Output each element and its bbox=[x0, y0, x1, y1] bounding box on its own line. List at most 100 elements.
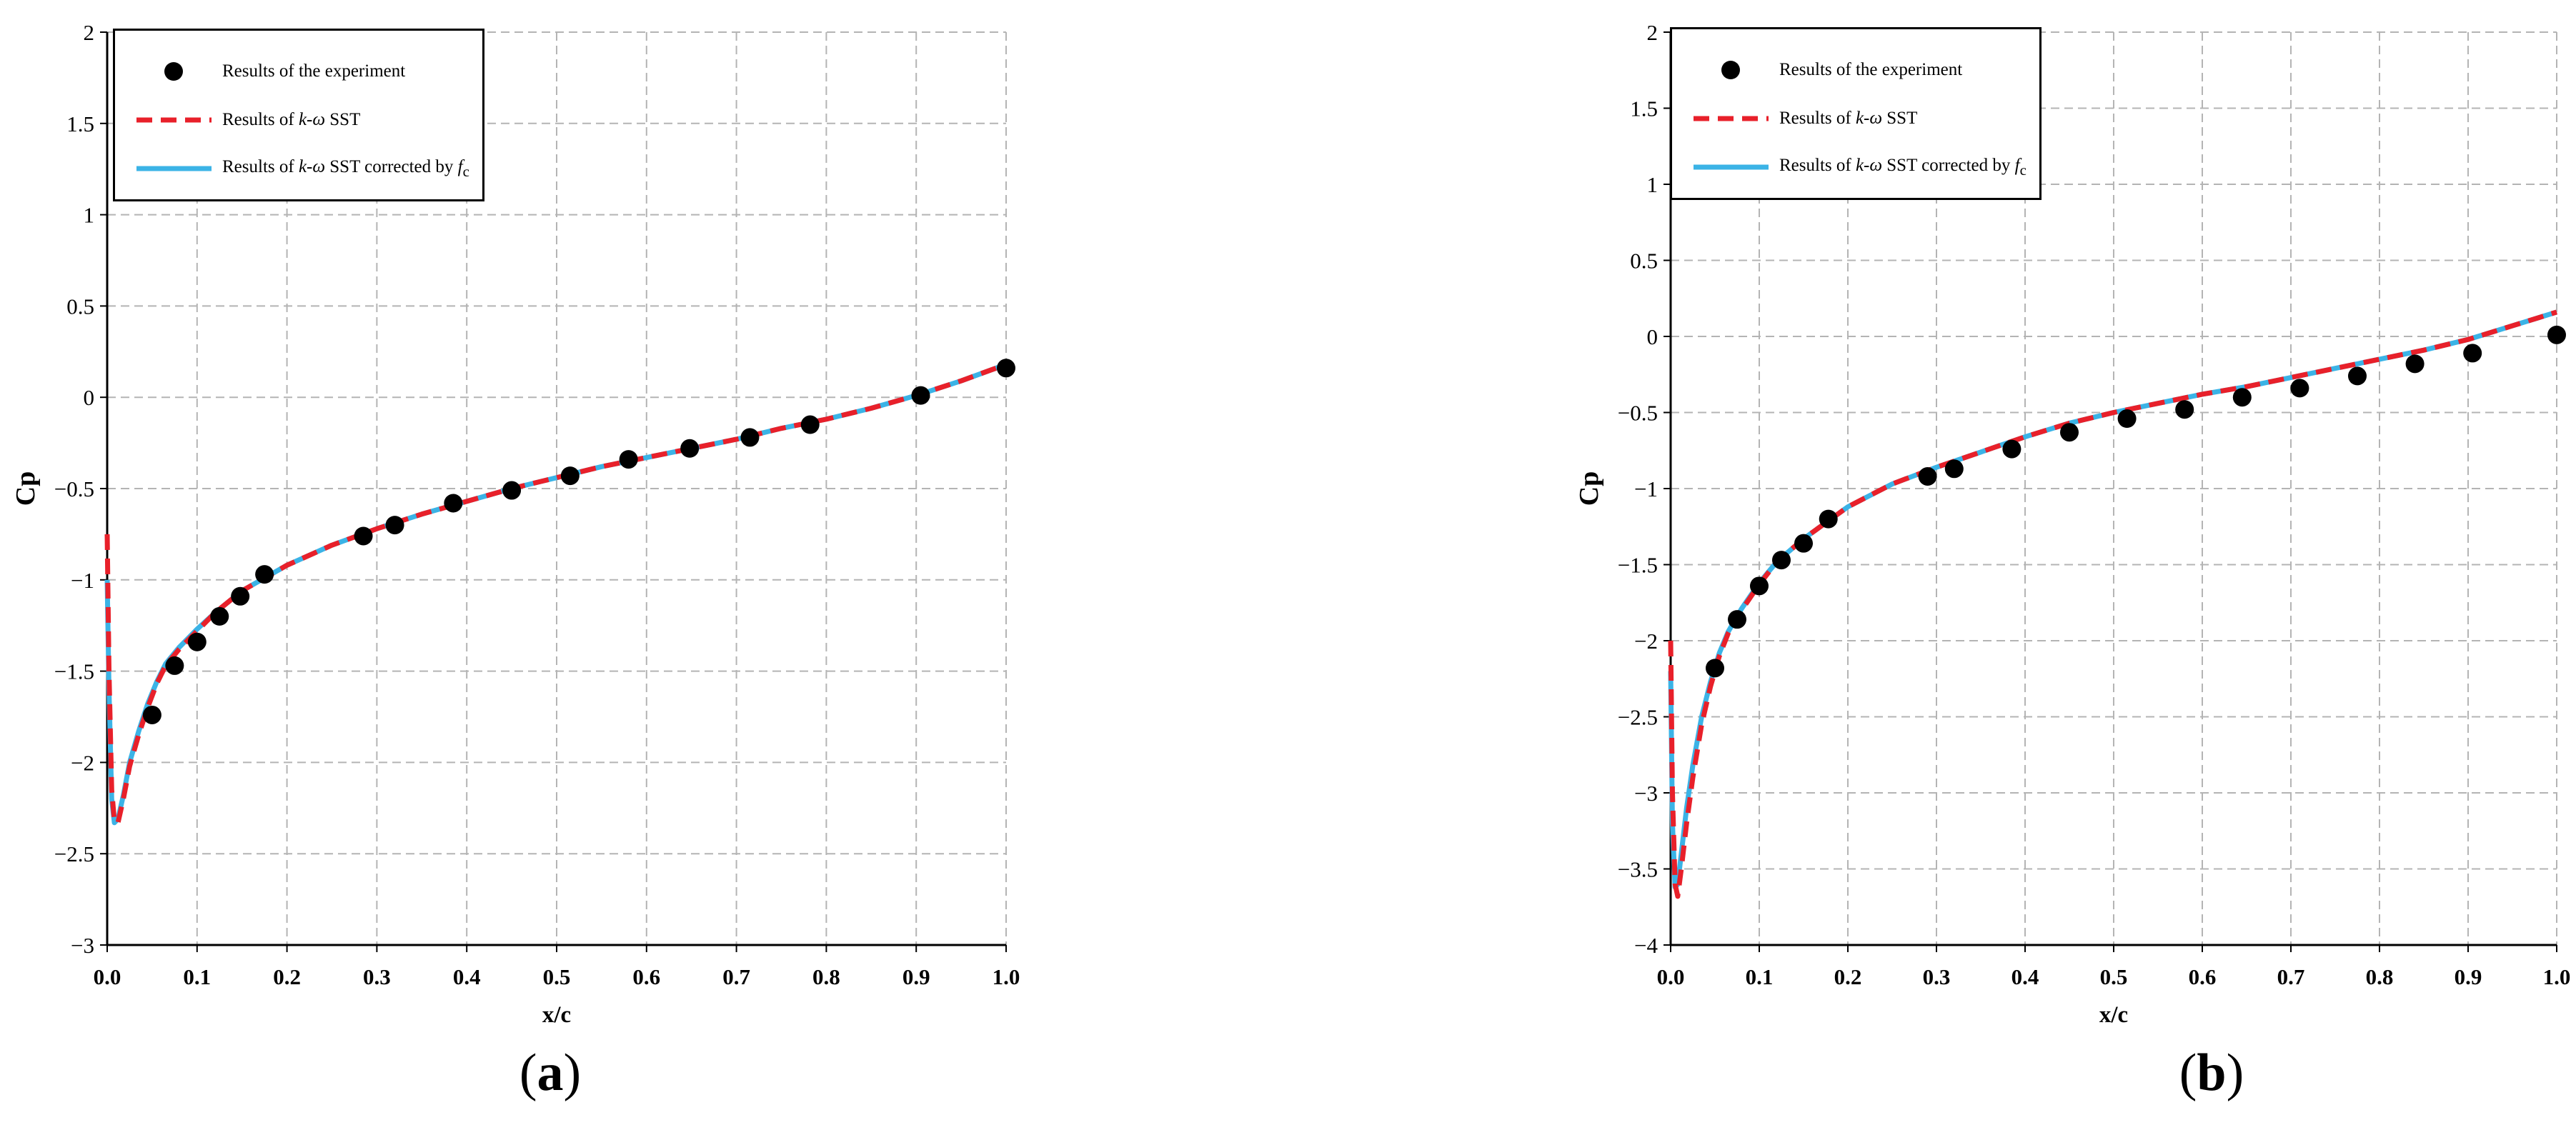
legend-experiment-label: Results of the experiment bbox=[1779, 60, 1963, 79]
legend-row-kw-sst: Results of k-ω SST bbox=[115, 95, 360, 145]
y-tick-label: 2 bbox=[1647, 20, 1659, 45]
x-tick-label: 0.4 bbox=[453, 964, 481, 989]
chart-panel-b: 0.0 0.1 0.2 0.3 0.4 0.5 0.6 0.7 0.8 0.9 1.0 −4 −3.5 −… bbox=[1554, 0, 2576, 1125]
experiment-point bbox=[2060, 423, 2079, 442]
y-tick-label: −1 bbox=[1634, 476, 1658, 501]
caption-b: (b) bbox=[2179, 1044, 2244, 1102]
experiment-point bbox=[1772, 551, 1791, 570]
experiment-point bbox=[1944, 459, 1964, 479]
experiment-point bbox=[2175, 400, 2194, 419]
legend-kw-sst-corrected-label: Results of k-ω SST corrected by fc bbox=[222, 156, 469, 180]
x-tick-label: 1.0 bbox=[993, 964, 1020, 989]
series-line-kw-sst bbox=[104, 361, 1008, 826]
legend-experiment-marker bbox=[1672, 45, 1779, 95]
experiment-point bbox=[2405, 354, 2425, 374]
legend-b: Results of the experiment Results of k-ω… bbox=[1670, 27, 2042, 200]
experiment-point bbox=[255, 565, 274, 584]
x-axis-label: x/c bbox=[542, 1002, 571, 1028]
experiment-point bbox=[680, 439, 700, 458]
legend-kw-sst-corrected-label: Results of k-ω SST corrected by fc bbox=[1779, 155, 2027, 179]
experiment-point bbox=[231, 586, 250, 606]
x-tick-label: 0.6 bbox=[632, 964, 660, 989]
experiment-point bbox=[142, 705, 161, 724]
x-tick-label: 0.6 bbox=[2189, 964, 2217, 989]
y-tick-label: −2 bbox=[1634, 629, 1658, 654]
grid bbox=[107, 31, 1007, 945]
legend-row-experiment: Results of the experiment bbox=[1672, 45, 1962, 95]
legend-row-kw-sst-corrected: Results of k-ω SST corrected by fc bbox=[1672, 142, 2027, 192]
x-tick-label: 0.1 bbox=[1746, 964, 1774, 989]
experiment-point bbox=[911, 386, 930, 405]
y-tick-label: −3 bbox=[71, 933, 94, 958]
x-tick-label: 0.4 bbox=[2011, 964, 2039, 989]
experiment-point bbox=[1819, 509, 1838, 529]
y-tick-label: 0 bbox=[84, 385, 95, 410]
legend-experiment-label: Results of the experiment bbox=[222, 61, 406, 81]
x-tick-label: 0.0 bbox=[1657, 964, 1685, 989]
y-tick-label: 1 bbox=[1647, 172, 1659, 197]
legend-a: Results of the experiment Results of k-ω… bbox=[113, 29, 484, 201]
experiment-point bbox=[1728, 610, 1746, 629]
x-axis-label: x/c bbox=[2099, 1002, 2128, 1028]
legend-kw-sst-corrected-line bbox=[115, 144, 222, 194]
y-axis-label: Cp bbox=[11, 471, 41, 506]
legend-kw-sst-corrected-line bbox=[1672, 142, 1779, 192]
y-tick-label: −1.5 bbox=[54, 659, 94, 684]
y-tick-label: −0.5 bbox=[54, 476, 94, 501]
caption-a: (a) bbox=[519, 1044, 582, 1102]
experiment-point bbox=[1794, 534, 1813, 553]
x-tick-label: 0.5 bbox=[2100, 964, 2128, 989]
x-tick-label: 0.8 bbox=[2366, 964, 2394, 989]
experiment-point bbox=[444, 494, 463, 513]
x-tick-label: 0.0 bbox=[94, 964, 121, 989]
legend-kw-sst-line bbox=[115, 95, 222, 145]
y-tick-label: −2 bbox=[71, 750, 94, 775]
experiment-point bbox=[2290, 379, 2309, 398]
legend-row-kw-sst: Results of k-ω SST bbox=[1672, 94, 1917, 144]
legend-experiment-marker bbox=[115, 46, 222, 96]
legend-kw-sst-label: Results of k-ω SST bbox=[222, 110, 361, 129]
y-tick-label: 0.5 bbox=[1630, 249, 1658, 274]
y-tick-label: −2.5 bbox=[1618, 705, 1658, 730]
experiment-point bbox=[997, 359, 1015, 378]
y-tick-label: 1 bbox=[84, 203, 95, 228]
x-tick-label: 0.1 bbox=[183, 964, 211, 989]
experiment-point bbox=[2117, 409, 2137, 429]
legend-kw-sst-line bbox=[1672, 94, 1779, 144]
experiment-point bbox=[1750, 576, 1769, 596]
experiment-point bbox=[560, 466, 580, 486]
y-tick-label: −4 bbox=[1634, 933, 1658, 958]
experiment-point bbox=[354, 526, 373, 546]
experiment-point bbox=[740, 428, 760, 447]
experiment-point bbox=[187, 632, 207, 651]
experiment-point bbox=[2547, 325, 2566, 344]
y-tick-label: −0.5 bbox=[1618, 401, 1658, 426]
chart-svg-a: 0.0 0.1 0.2 0.3 0.4 0.5 0.6 0.7 0.8 0.9 1.0 −3 −2.5 −… bbox=[11, 20, 1020, 1028]
legend-row-kw-sst-corrected: Results of k-ω SST corrected by fc bbox=[115, 144, 469, 194]
series-line-kw-sst-corrected bbox=[1668, 309, 2558, 890]
x-tick-label: 0.9 bbox=[2455, 964, 2482, 989]
x-tick-label: 0.2 bbox=[1834, 964, 1862, 989]
experiment-point bbox=[800, 415, 820, 434]
experiment-point bbox=[2463, 344, 2482, 363]
y-tick-label: −2.5 bbox=[54, 841, 94, 866]
x-tick-label: 0.7 bbox=[722, 964, 750, 989]
experiment-point bbox=[1918, 466, 1937, 486]
legend-kw-sst-label: Results of k-ω SST bbox=[1779, 109, 1918, 128]
experiment-point bbox=[2348, 366, 2367, 386]
x-tick-label: 0.5 bbox=[543, 964, 571, 989]
y-tick-label: −1.5 bbox=[1618, 553, 1658, 578]
experiment-point bbox=[502, 481, 522, 500]
y-tick-label: −1 bbox=[71, 568, 94, 593]
y-tick-label: 0.5 bbox=[66, 294, 94, 319]
x-tick-label: 0.7 bbox=[2277, 964, 2305, 989]
experiment-point bbox=[165, 656, 184, 675]
x-tick-label: 0.3 bbox=[1923, 964, 1951, 989]
y-axis-label: Cp bbox=[1574, 471, 1604, 506]
experiment-point bbox=[619, 450, 638, 469]
x-tick-label: 0.9 bbox=[902, 964, 930, 989]
y-tick-label: −3.5 bbox=[1618, 857, 1658, 882]
x-tick-label: 0.3 bbox=[363, 964, 391, 989]
y-tick-label: 0 bbox=[1647, 324, 1659, 349]
series-line-kw-sst bbox=[1668, 309, 2558, 899]
